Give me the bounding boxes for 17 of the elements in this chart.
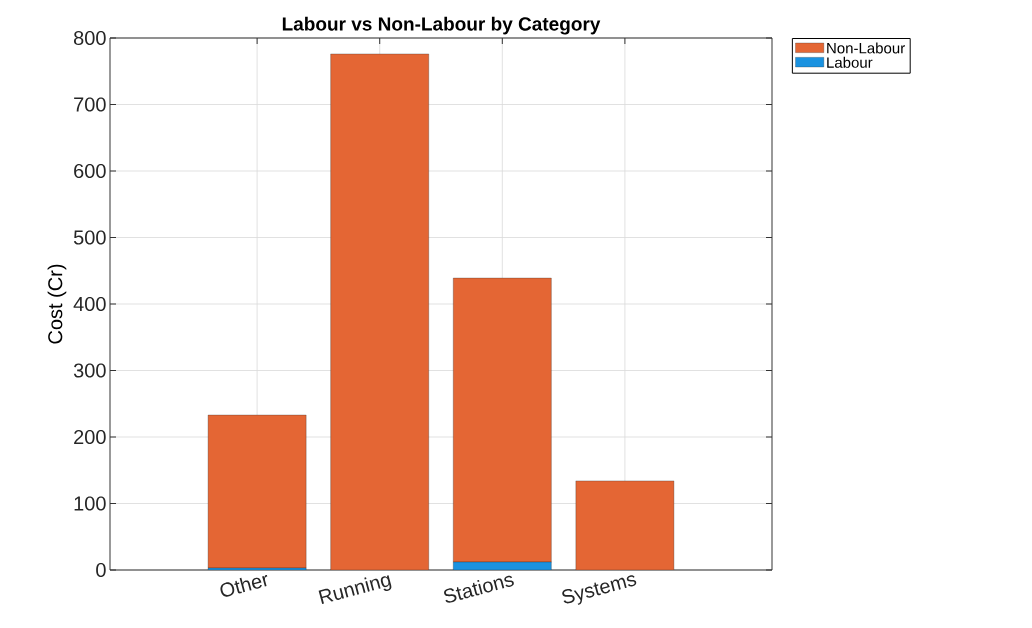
y-tick-label: 0 xyxy=(96,562,106,578)
x-tick-label: Systems xyxy=(562,575,637,605)
y-tick-label: 400 xyxy=(73,296,106,312)
y-tick-label: 500 xyxy=(73,230,106,245)
x-tick-label: Running xyxy=(318,575,392,605)
y-tick-label: 700 xyxy=(74,97,106,112)
y-tick-label: 800 xyxy=(73,30,106,46)
y-tick-label: 100 xyxy=(74,496,106,511)
y-tick-label: 300 xyxy=(73,363,106,378)
legend-label: Non-Labour xyxy=(827,42,905,54)
y-axis-title: Cost (Cr) xyxy=(47,264,67,344)
y-tick-label: 200 xyxy=(74,429,106,445)
legend-label: Labour xyxy=(827,56,873,68)
x-tick-label: Stations xyxy=(444,575,514,603)
y-tick-label: 600 xyxy=(74,163,106,179)
chart-title: Labour vs Non-Labour by Category xyxy=(282,16,601,35)
x-tick-label: Other xyxy=(220,574,268,597)
